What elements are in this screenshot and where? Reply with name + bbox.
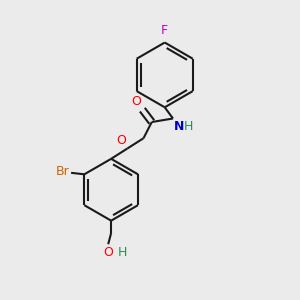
Text: H: H	[118, 246, 127, 259]
Text: F: F	[161, 24, 168, 37]
Text: O: O	[131, 95, 141, 108]
Text: H: H	[184, 120, 194, 133]
Text: N: N	[174, 120, 184, 133]
Text: Br: Br	[56, 165, 70, 178]
Text: O: O	[103, 246, 113, 259]
Text: O: O	[116, 134, 126, 147]
